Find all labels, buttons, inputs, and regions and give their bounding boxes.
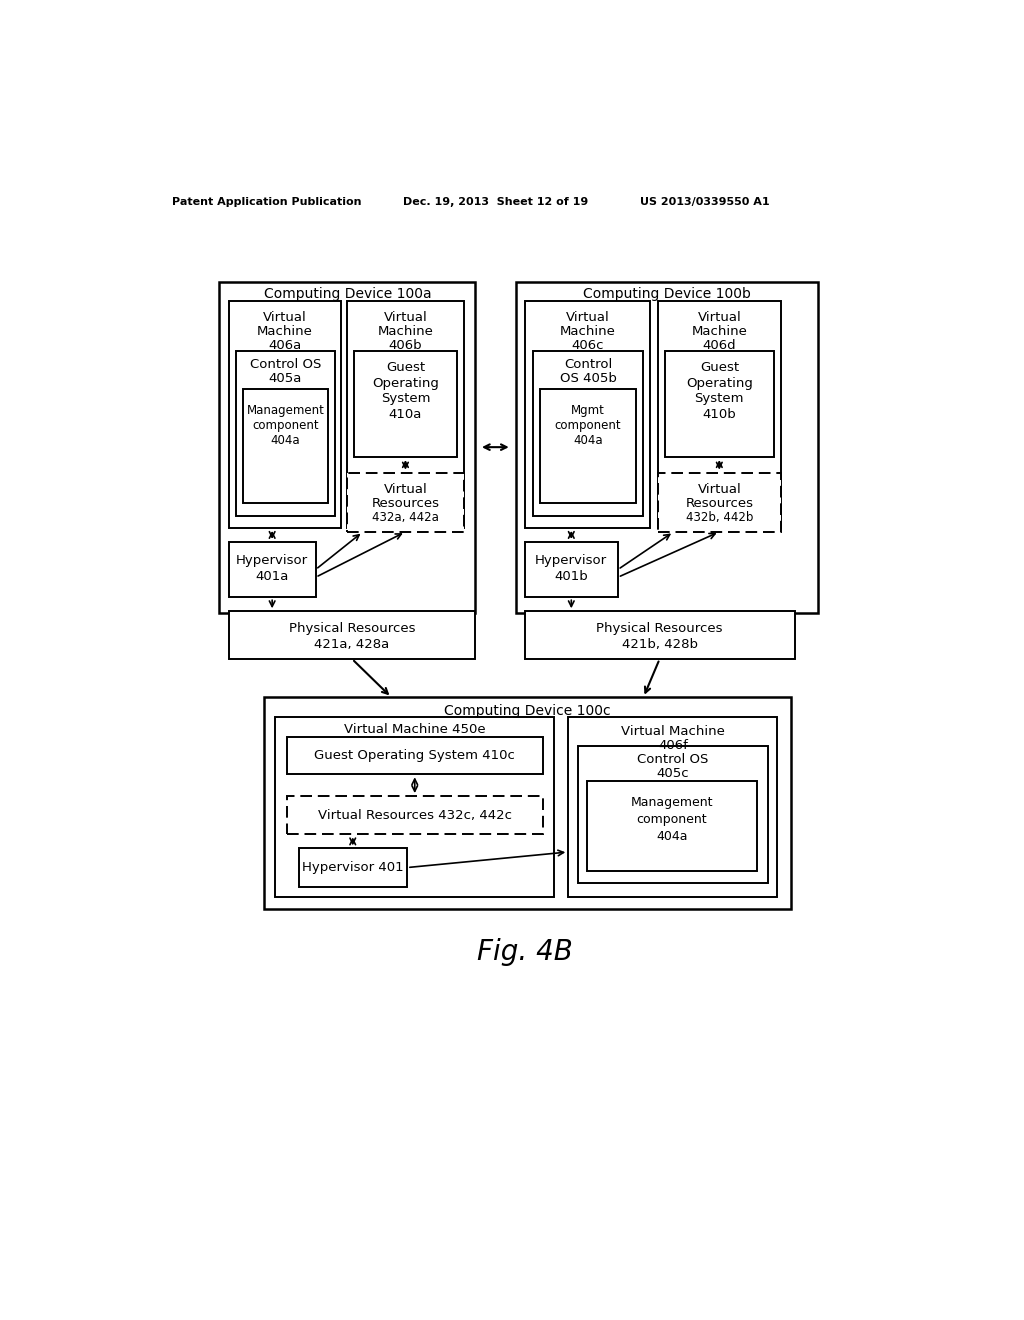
Bar: [532, 351, 643, 516]
Text: 404a: 404a: [656, 829, 688, 842]
Text: Control: Control: [564, 358, 612, 371]
Bar: [347, 301, 464, 528]
Text: Virtual Machine: Virtual Machine: [621, 725, 725, 738]
Text: 406d: 406d: [702, 339, 736, 352]
Text: Guest: Guest: [699, 362, 739, 375]
Text: 404a: 404a: [270, 434, 300, 446]
Text: Resources: Resources: [685, 496, 754, 510]
Text: 410a: 410a: [389, 408, 422, 421]
Bar: [287, 796, 543, 834]
Text: Resources: Resources: [372, 496, 439, 510]
Text: Virtual: Virtual: [384, 312, 427, 325]
Bar: [228, 301, 341, 528]
Text: Virtual: Virtual: [697, 312, 741, 325]
Text: Dec. 19, 2013  Sheet 12 of 19: Dec. 19, 2013 Sheet 12 of 19: [403, 197, 589, 207]
Text: component: component: [555, 418, 622, 432]
Bar: [524, 543, 617, 598]
Text: 406f: 406f: [657, 739, 688, 751]
Text: Hypervisor: Hypervisor: [237, 554, 308, 566]
Text: Machine: Machine: [691, 325, 748, 338]
Text: System: System: [694, 392, 744, 405]
Bar: [347, 473, 464, 532]
Bar: [658, 473, 780, 532]
Text: component: component: [252, 418, 318, 432]
Bar: [665, 351, 773, 457]
Text: 405a: 405a: [268, 372, 302, 385]
Bar: [578, 746, 768, 883]
Text: OS 405b: OS 405b: [559, 372, 616, 385]
Text: Patent Application Publication: Patent Application Publication: [172, 197, 361, 207]
Text: Virtual: Virtual: [384, 483, 427, 496]
Bar: [243, 389, 328, 503]
Bar: [287, 738, 543, 775]
Bar: [658, 301, 780, 528]
Text: 432a, 442a: 432a, 442a: [372, 511, 439, 524]
Text: Management: Management: [247, 404, 325, 417]
Bar: [354, 351, 457, 457]
Text: Operating: Operating: [372, 376, 439, 389]
Bar: [515, 281, 818, 612]
Text: Machine: Machine: [378, 325, 433, 338]
Text: Computing Device 100b: Computing Device 100b: [583, 286, 751, 301]
Text: Fig. 4B: Fig. 4B: [477, 937, 572, 965]
Text: Virtual: Virtual: [263, 312, 307, 325]
Text: Physical Resources: Physical Resources: [289, 622, 415, 635]
Text: Physical Resources: Physical Resources: [596, 622, 723, 635]
Text: 406c: 406c: [571, 339, 604, 352]
Bar: [228, 543, 315, 598]
Text: 406a: 406a: [268, 339, 301, 352]
Text: Virtual: Virtual: [565, 312, 609, 325]
Text: Machine: Machine: [560, 325, 615, 338]
Bar: [568, 718, 777, 896]
Bar: [587, 780, 758, 871]
Bar: [299, 849, 407, 887]
Text: 410b: 410b: [702, 408, 736, 421]
Text: System: System: [381, 392, 430, 405]
Text: Control OS: Control OS: [250, 358, 321, 371]
Text: 405c: 405c: [656, 767, 689, 780]
Text: Management: Management: [631, 796, 714, 809]
Bar: [540, 389, 636, 503]
Text: US 2013/0339550 A1: US 2013/0339550 A1: [640, 197, 769, 207]
Text: Machine: Machine: [257, 325, 313, 338]
Text: 421b, 428b: 421b, 428b: [622, 638, 697, 651]
Bar: [263, 697, 791, 909]
Text: 404a: 404a: [573, 434, 603, 446]
Text: 432b, 442b: 432b, 442b: [686, 511, 753, 524]
Text: Virtual: Virtual: [697, 483, 741, 496]
Text: Operating: Operating: [686, 376, 753, 389]
Text: 401a: 401a: [255, 570, 289, 583]
Text: 406b: 406b: [389, 339, 422, 352]
Bar: [228, 611, 475, 659]
Text: Computing Device 100c: Computing Device 100c: [443, 705, 610, 718]
Text: Computing Device 100a: Computing Device 100a: [263, 286, 431, 301]
Bar: [236, 351, 335, 516]
Bar: [275, 718, 554, 896]
Text: Virtual Resources 432c, 442c: Virtual Resources 432c, 442c: [317, 809, 512, 822]
Text: Mgmt: Mgmt: [571, 404, 605, 417]
Text: Hypervisor 401: Hypervisor 401: [302, 861, 403, 874]
Text: Guest Operating System 410c: Guest Operating System 410c: [314, 750, 515, 763]
Text: Virtual Machine 450e: Virtual Machine 450e: [344, 723, 485, 737]
Bar: [524, 301, 650, 528]
Bar: [219, 281, 475, 612]
Text: Hypervisor: Hypervisor: [536, 554, 607, 566]
Bar: [524, 611, 795, 659]
Text: 421a, 428a: 421a, 428a: [314, 638, 389, 651]
Text: component: component: [637, 813, 708, 825]
Text: Control OS: Control OS: [637, 754, 709, 767]
Text: Guest: Guest: [386, 362, 425, 375]
Text: 401b: 401b: [554, 570, 588, 583]
